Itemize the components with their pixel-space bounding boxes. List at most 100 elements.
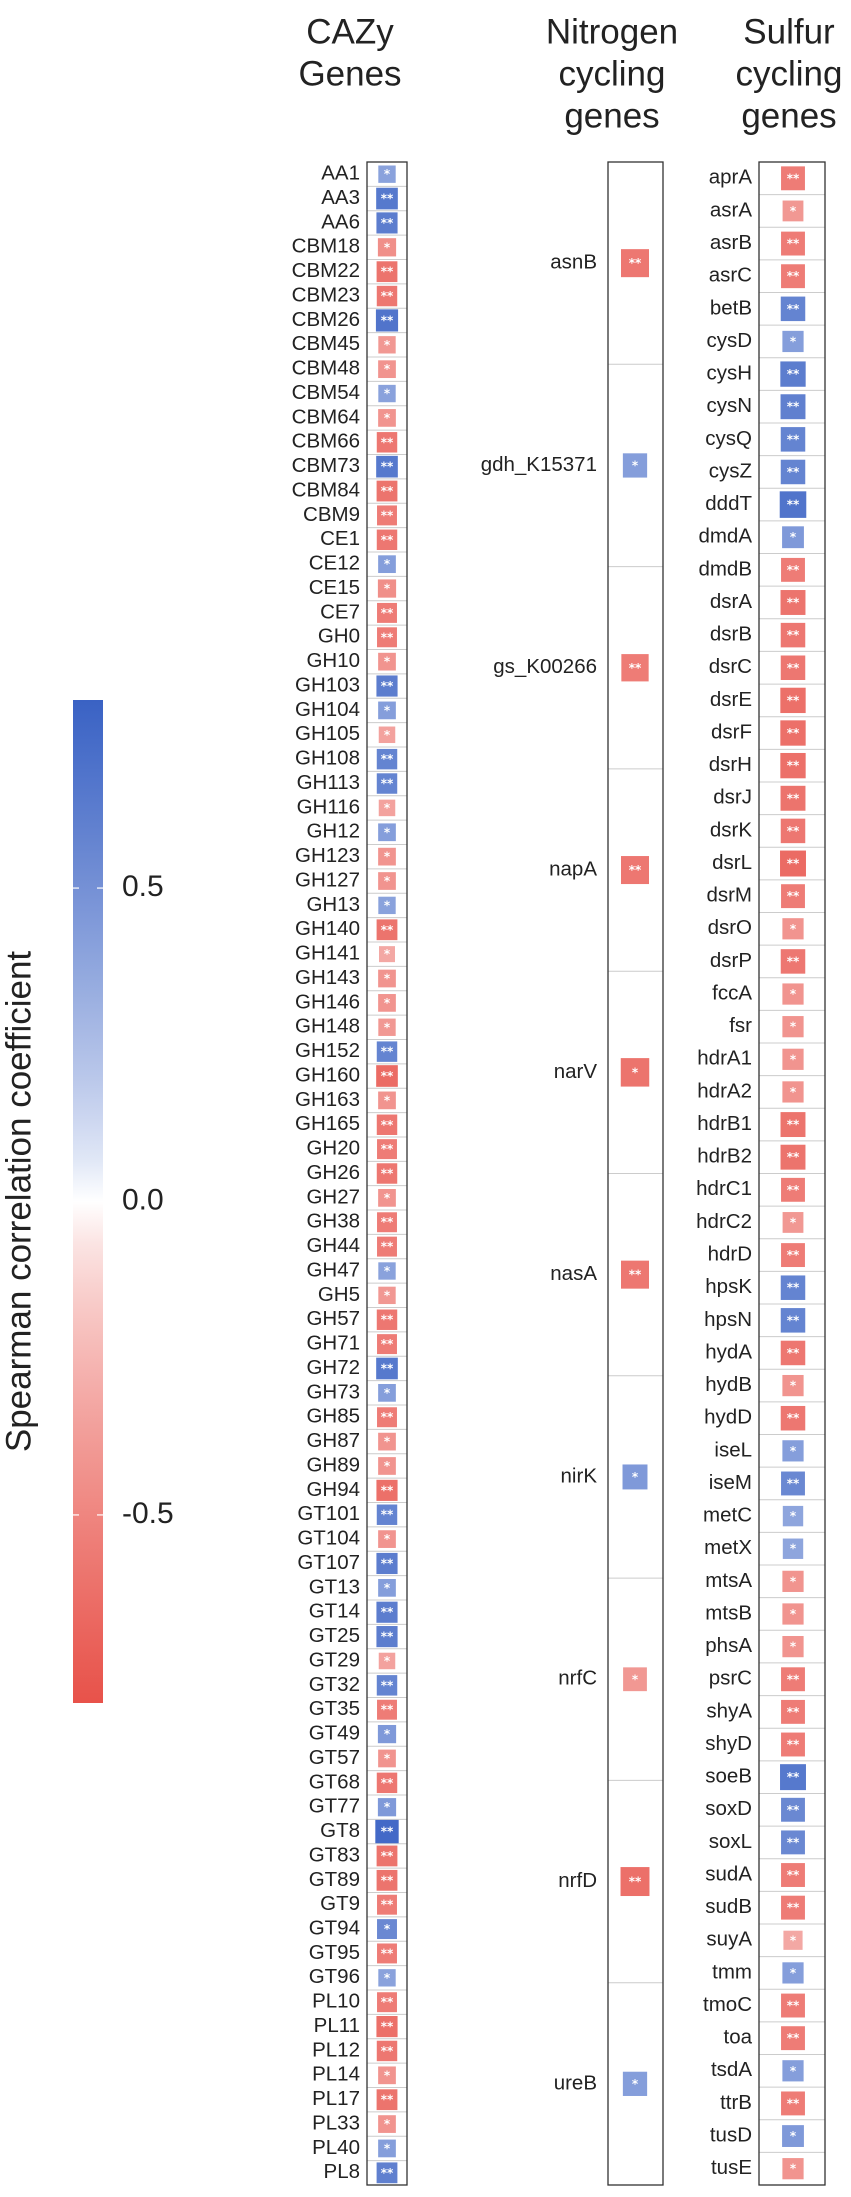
correlation-cell — [376, 1479, 398, 1501]
correlation-cell — [781, 557, 805, 582]
correlation-cell — [780, 1144, 806, 1170]
gene-label: asrA — [710, 198, 752, 221]
correlation-cell — [780, 590, 806, 615]
gene-label: GT77 — [309, 1795, 360, 1818]
correlation-cell — [377, 1212, 397, 1233]
gene-label: aprA — [709, 166, 753, 189]
gene-label: GT32 — [309, 1673, 360, 1696]
gene-label: dsrC — [709, 655, 752, 678]
significance-mark: ** — [381, 606, 394, 620]
correlation-cell — [378, 1457, 396, 1475]
significance-mark: ** — [787, 1868, 800, 1882]
significance-mark: ** — [381, 1630, 394, 1644]
correlation-cell — [376, 2089, 398, 2111]
panel-title-line: Genes — [298, 54, 401, 93]
significance-mark: ** — [787, 1999, 800, 2013]
significance-mark: ** — [381, 1849, 394, 1863]
gene-label: GT14 — [309, 1600, 360, 1623]
correlation-cell — [620, 856, 650, 885]
heatmap-panel: asnB **gdh_K15371 *gs_K00266 **napA **narV *n… — [481, 161, 664, 2186]
significance-mark: * — [384, 1191, 391, 1205]
significance-mark: * — [790, 334, 797, 348]
correlation-cell — [378, 799, 396, 817]
correlation-cell — [781, 2026, 805, 2051]
significance-mark: ** — [381, 1410, 394, 1424]
significance-mark: * — [384, 1971, 391, 1985]
correlation-cell — [375, 309, 399, 332]
correlation-cell — [376, 1041, 398, 1062]
significance-mark: ** — [381, 1118, 394, 1132]
correlation-cell — [377, 579, 397, 598]
significance-mark: * — [384, 1435, 391, 1449]
gene-label: GH85 — [306, 1405, 360, 1428]
significance-mark: ** — [381, 192, 394, 206]
correlation-cell — [378, 2139, 396, 2158]
gene-label: GH104 — [295, 698, 360, 721]
gene-label: shyA — [706, 1699, 752, 1722]
significance-mark: ** — [787, 302, 800, 316]
correlation-cell — [620, 1058, 650, 1087]
panel-frame — [366, 161, 408, 2186]
significance-mark: ** — [381, 265, 394, 279]
colorbar: 0.5 0.0 -0.5 Spearman correlation coefficie… — [0, 700, 174, 1703]
gene-label: GH141 — [295, 942, 360, 965]
correlation-cell — [780, 1764, 806, 1791]
correlation-cell — [377, 1992, 397, 2013]
gene-label: tusE — [711, 2156, 752, 2179]
significance-mark: * — [384, 1386, 391, 1400]
correlation-cell — [780, 394, 806, 420]
correlation-cell — [376, 1869, 398, 1891]
correlation-cell — [376, 480, 398, 502]
significance-mark: ** — [787, 1313, 800, 1327]
significance-mark: * — [384, 801, 391, 815]
significance-mark: * — [384, 996, 391, 1010]
significance-mark: ** — [381, 1605, 394, 1619]
correlation-cell — [377, 1236, 397, 1257]
correlation-cell — [378, 1530, 396, 1548]
correlation-cell — [376, 1601, 398, 1623]
gene-label: dsrF — [711, 720, 752, 743]
gene-label: GT104 — [297, 1527, 360, 1550]
significance-mark: * — [384, 728, 391, 742]
gene-label: tsdA — [711, 2058, 752, 2081]
correlation-cell — [782, 2158, 804, 2180]
significance-mark: ** — [381, 216, 394, 230]
correlation-cell — [781, 2091, 805, 2116]
correlation-cell — [782, 2125, 804, 2147]
significance-mark: * — [384, 2117, 391, 2131]
correlation-cell — [781, 884, 805, 909]
correlation-cell — [781, 231, 805, 256]
gene-label: dsrJ — [713, 786, 752, 809]
significance-mark: * — [790, 1509, 797, 1523]
significance-mark: * — [790, 1215, 797, 1229]
gene-label: CBM66 — [292, 430, 360, 453]
correlation-cell — [782, 526, 804, 549]
significance-mark: ** — [787, 1738, 800, 1752]
gene-label: GH44 — [306, 1234, 360, 1257]
gene-label: CBM48 — [292, 357, 360, 380]
correlation-cell — [377, 1724, 397, 1744]
significance-mark: * — [790, 1574, 797, 1588]
gene-label: narV — [554, 1060, 598, 1083]
correlation-cell — [780, 361, 806, 387]
correlation-cell — [780, 655, 806, 681]
correlation-cell — [780, 752, 806, 779]
significance-mark: * — [384, 411, 391, 425]
correlation-cell — [378, 2066, 396, 2085]
gene-label: GH143 — [295, 966, 360, 989]
correlation-cell — [377, 1943, 397, 1964]
correlation-cell — [782, 983, 804, 1005]
gene-label: CBM73 — [292, 454, 360, 477]
significance-mark: * — [384, 1654, 391, 1668]
significance-mark: ** — [381, 1678, 394, 1692]
significance-mark: ** — [787, 1835, 800, 1849]
gene-label: psrC — [709, 1667, 752, 1690]
significance-mark: * — [384, 1093, 391, 1107]
gene-label: hydD — [704, 1406, 752, 1429]
correlation-cell — [378, 652, 396, 671]
correlation-cell — [782, 1212, 804, 1233]
significance-mark: ** — [787, 465, 800, 479]
gene-label: phsA — [705, 1634, 752, 1657]
correlation-cell — [620, 1260, 650, 1289]
significance-mark: * — [384, 387, 391, 401]
